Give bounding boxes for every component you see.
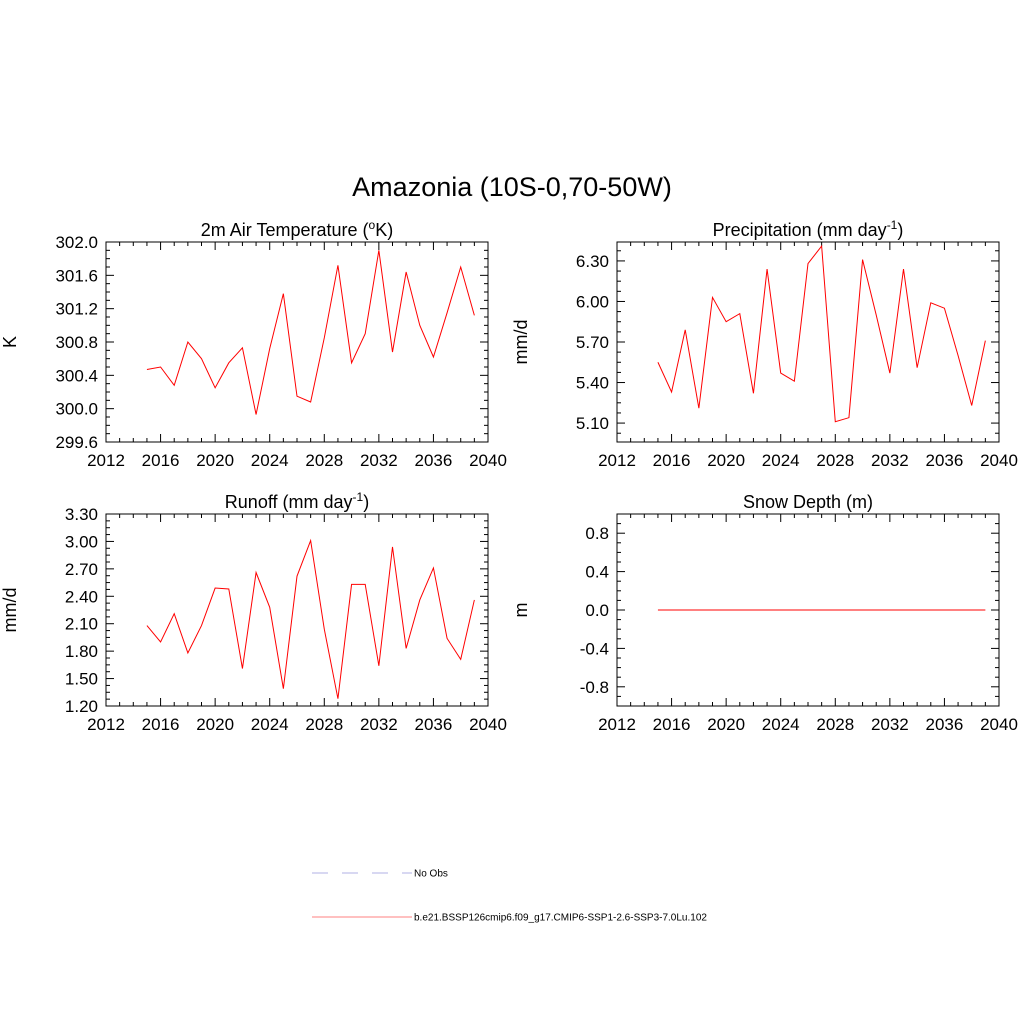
air-temperature-xtick-label: 2032: [360, 451, 398, 470]
runoff-xtick-label: 2024: [251, 715, 289, 734]
air-temperature-xtick-label: 2040: [469, 451, 507, 470]
precipitation-xtick-label: 2036: [926, 451, 964, 470]
air-temperature-xtick-label: 2012: [87, 451, 125, 470]
runoff-ytick-label: 2.40: [65, 587, 98, 606]
runoff-series-line: [146, 538, 475, 699]
air-temperature-ytick-label: 302.0: [55, 233, 98, 252]
precipitation-xtick-label: 2020: [707, 451, 745, 470]
snow-depth-ytick-label: 0.8: [585, 524, 609, 543]
snow-depth-xtick-label: 2032: [871, 715, 909, 734]
precipitation-xtick-label: 2016: [653, 451, 691, 470]
snow-depth-ylabel: m: [511, 603, 531, 618]
precipitation-ytick-label: 5.40: [576, 374, 609, 393]
air-temperature-xtick-label: 2024: [251, 451, 289, 470]
runoff-ytick-label: 1.20: [65, 697, 98, 716]
runoff-ylabel: mm/d: [0, 588, 20, 633]
air-temperature-series-line: [146, 250, 475, 415]
snow-depth-xtick-label: 2020: [707, 715, 745, 734]
runoff-ytick-label: 3.00: [65, 532, 98, 551]
snow-depth-ytick-label: 0.4: [585, 563, 609, 582]
precipitation-xtick-label: 2032: [871, 451, 909, 470]
precipitation-ylabel: mm/d: [511, 320, 531, 365]
precipitation-ytick-label: 5.70: [576, 333, 609, 352]
precipitation-xtick-label: 2024: [762, 451, 800, 470]
snow-depth-xtick-label: 2016: [653, 715, 691, 734]
air-temperature-ylabel: K: [0, 336, 20, 348]
runoff-ytick-label: 1.80: [65, 642, 98, 661]
precipitation-ytick-label: 6.30: [576, 252, 609, 271]
air-temperature-ytick-label: 301.6: [55, 266, 98, 285]
runoff-title: Runoff (mm day-1): [225, 490, 369, 512]
runoff-ytick-label: 3.30: [65, 505, 98, 524]
runoff-ytick-label: 2.10: [65, 615, 98, 634]
air-temperature-xtick-label: 2028: [305, 451, 343, 470]
air-temperature-ytick-label: 301.2: [55, 300, 98, 319]
precipitation-xtick-label: 2028: [816, 451, 854, 470]
precipitation-ytick-label: 6.00: [576, 292, 609, 311]
snow-depth-xtick-label: 2012: [598, 715, 636, 734]
legend-label-model-run: b.e21.BSSP126cmip6.f09_g17.CMIP6-SSP1-2.…: [414, 913, 707, 924]
snow-depth-xtick-label: 2036: [926, 715, 964, 734]
air-temperature-ytick-label: 300.4: [55, 366, 98, 385]
figure-title: Amazonia (10S-0,70-50W): [352, 172, 672, 202]
air-temperature-ytick-label: 300.8: [55, 333, 98, 352]
snow-depth-xtick-label: 2024: [762, 715, 800, 734]
legend: No Obs b.e21.BSSP126cmip6.f09_g17.CMIP6-…: [312, 869, 707, 924]
precipitation-series-line: [657, 244, 986, 423]
air-temperature-title: 2m Air Temperature (oK): [201, 218, 393, 240]
runoff-xtick-label: 2020: [196, 715, 234, 734]
snow-depth-ytick-label: -0.4: [580, 639, 609, 658]
snow-depth-xtick-label: 2040: [980, 715, 1018, 734]
runoff-xtick-label: 2040: [469, 715, 507, 734]
snow-depth-xtick-label: 2028: [816, 715, 854, 734]
precipitation-xtick-label: 2012: [598, 451, 636, 470]
runoff-xtick-label: 2032: [360, 715, 398, 734]
snow-depth-ytick-label: -0.8: [580, 678, 609, 697]
panel-precipitation: Precipitation (mm day-1) mm/d 2012 2016 2020…: [511, 218, 1018, 470]
air-temperature-ytick-label: 299.6: [55, 433, 98, 452]
air-temperature-xtick-label: 2020: [196, 451, 234, 470]
precipitation-plot-frame: [616, 241, 1000, 443]
precipitation-xtick-label: 2040: [980, 451, 1018, 470]
panel-snow-depth: Snow Depth (m) m 2012 2016 2020 2024 2028 2032 2…: [511, 492, 1018, 734]
runoff-ytick-label: 2.70: [65, 560, 98, 579]
runoff-xtick-label: 2036: [415, 715, 453, 734]
air-temperature-plot-frame: [105, 241, 489, 443]
runoff-ytick-label: 1.50: [65, 670, 98, 689]
panel-air-temperature: 2m Air Temperature (oK) K 2012 2016 2020 2024…: [0, 218, 507, 470]
runoff-xtick-label: 2016: [142, 715, 180, 734]
runoff-xtick-label: 2012: [87, 715, 125, 734]
precipitation-title: Precipitation (mm day-1): [713, 218, 904, 240]
precipitation-ytick-label: 5.10: [576, 414, 609, 433]
snow-depth-ytick-label: 0.0: [585, 601, 609, 620]
runoff-xtick-label: 2028: [305, 715, 343, 734]
air-temperature-ytick-label: 300.0: [55, 400, 98, 419]
snow-depth-title: Snow Depth (m): [743, 492, 873, 512]
legend-label-no-obs: No Obs: [414, 869, 448, 880]
panel-runoff: Runoff (mm day-1) mm/d 2012 2016 2020 2024 202…: [0, 490, 507, 734]
air-temperature-xtick-label: 2036: [415, 451, 453, 470]
runoff-plot-frame: [105, 513, 489, 707]
air-temperature-xtick-label: 2016: [142, 451, 180, 470]
